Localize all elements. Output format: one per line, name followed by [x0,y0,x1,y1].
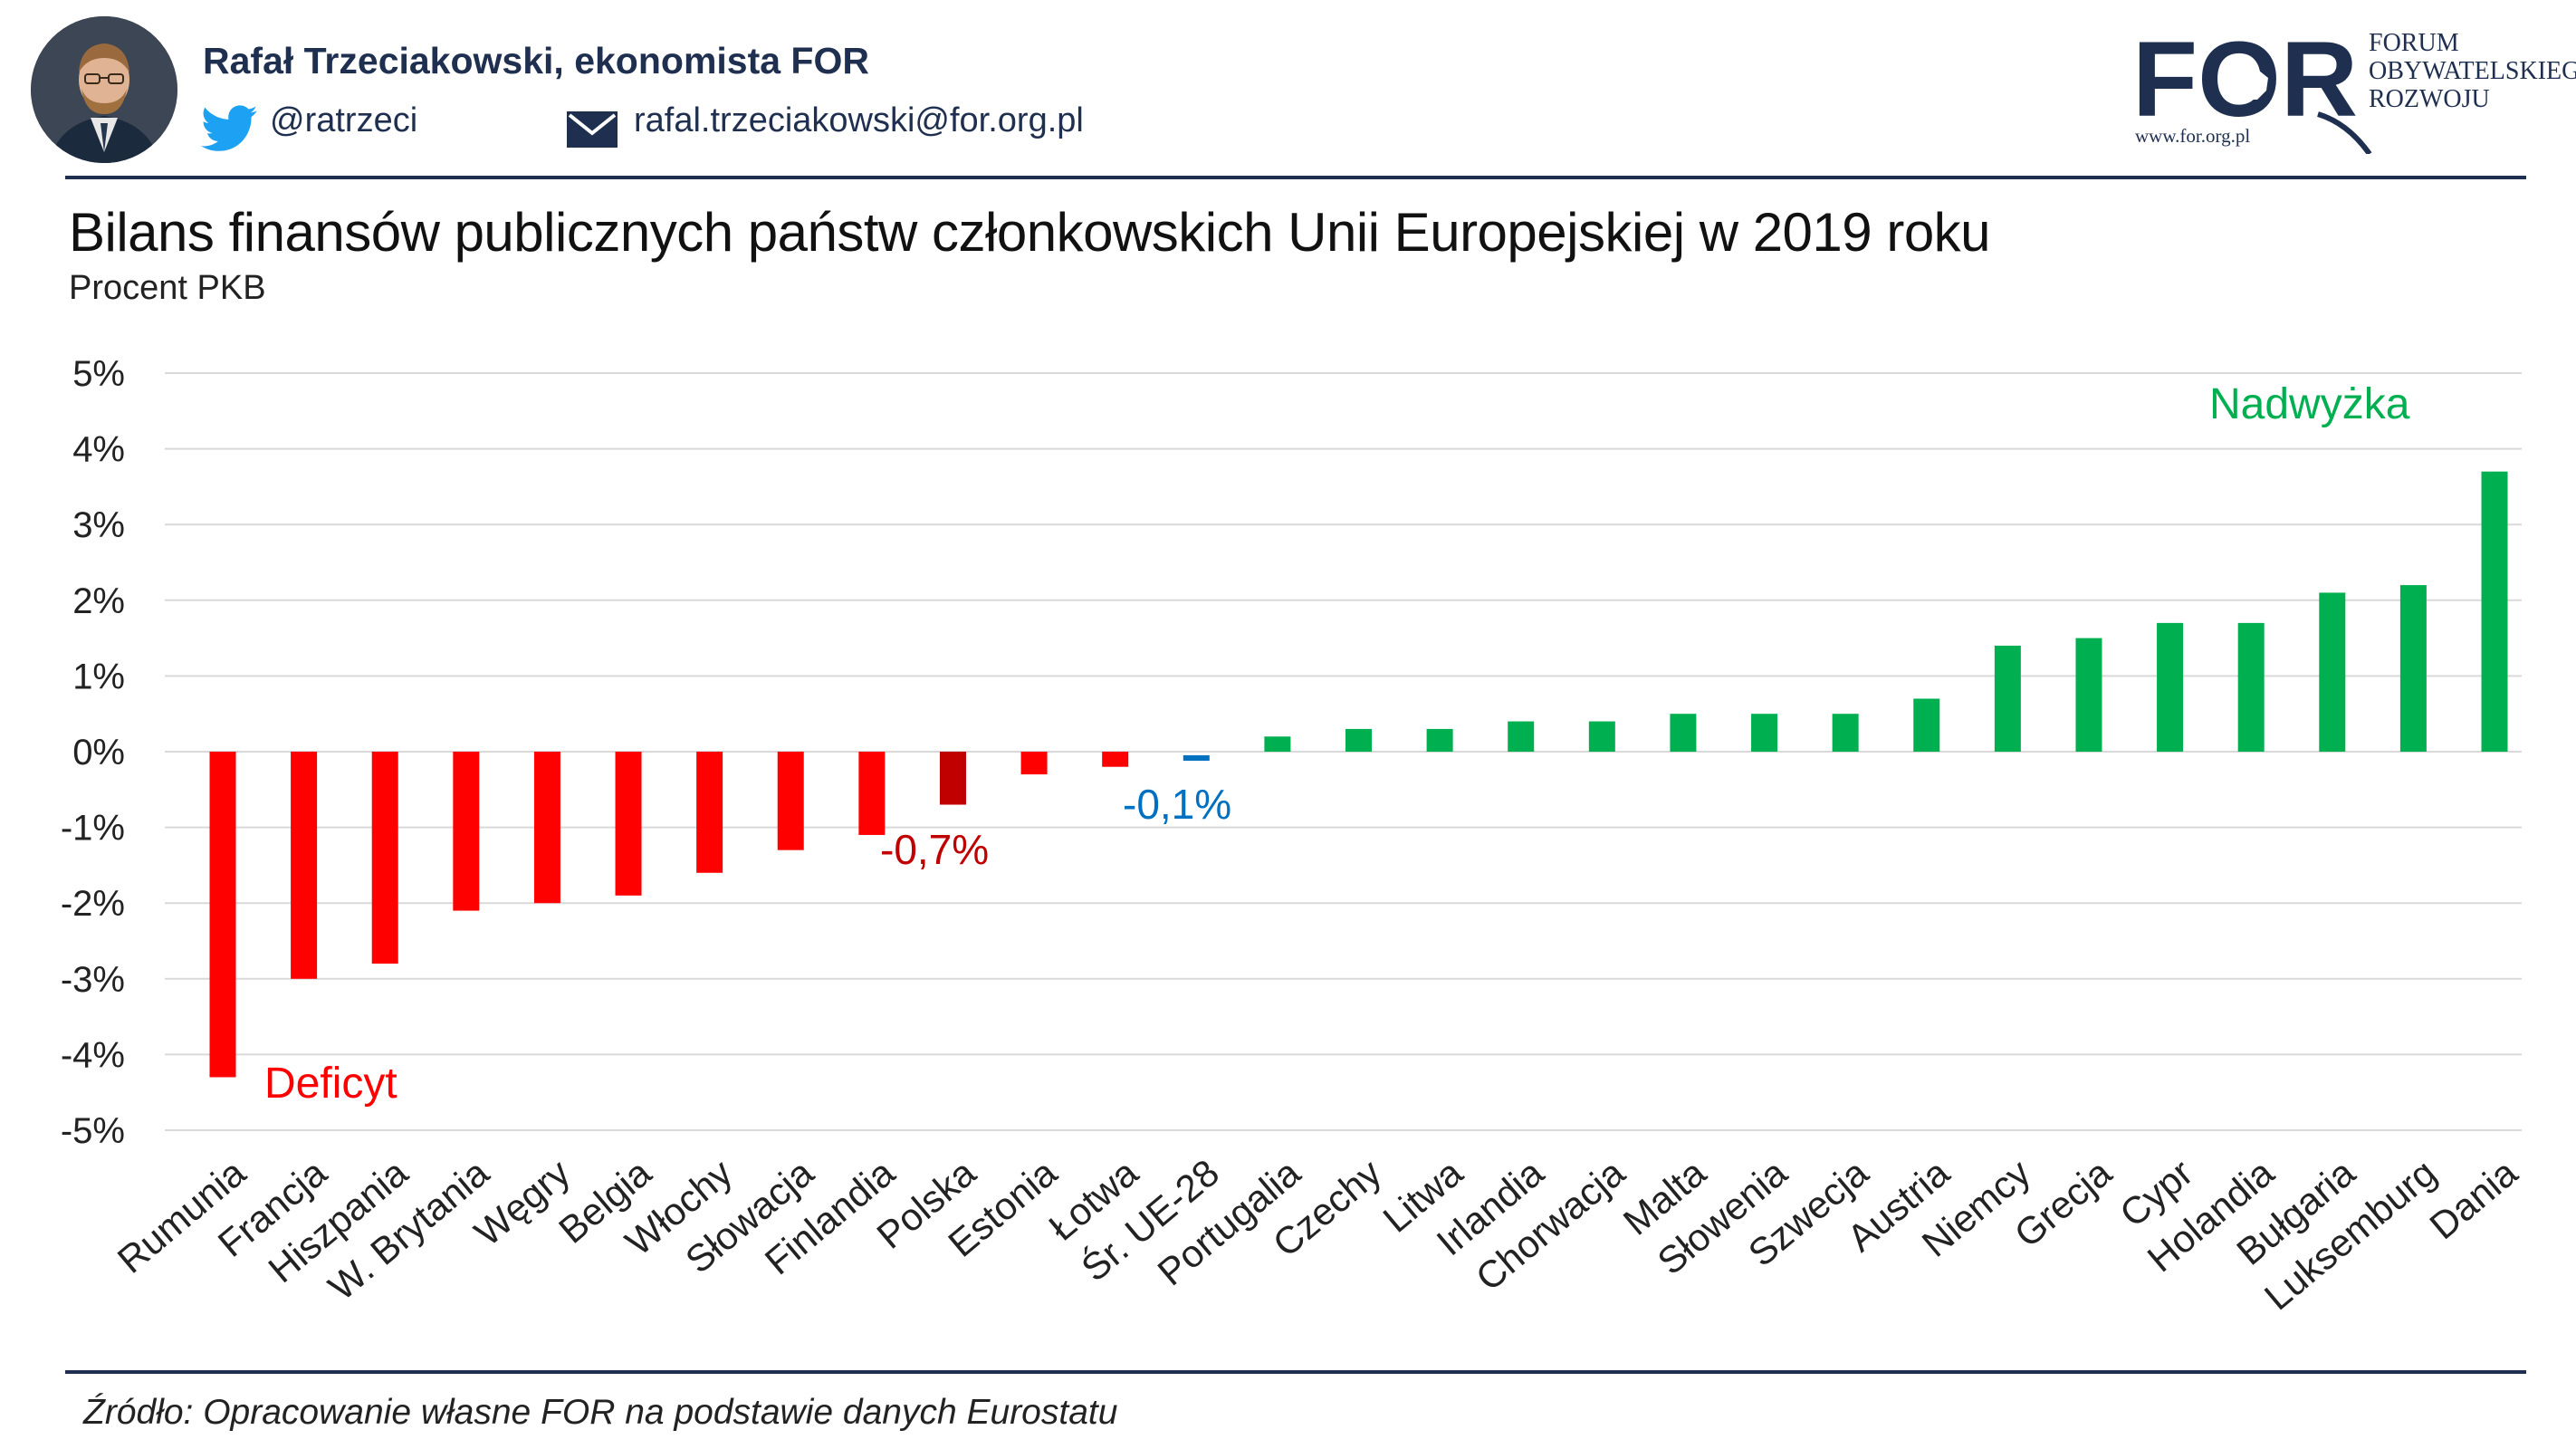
bar-Portugalia [1264,736,1291,752]
chart-subtitle: Procent PKB [69,269,266,307]
bar-Dania [2481,471,2508,752]
author-avatar [31,16,177,163]
header-divider [65,176,2526,179]
annotation: Nadwyżka [2209,380,2410,428]
annotation: -0,7% [880,826,989,873]
bar-Węgry [533,752,560,904]
bar-Grecja [2075,638,2102,752]
twitter-bird-icon [201,105,257,151]
bar-Śr. UE-28 [1183,755,1210,761]
bar-Estonia [1020,752,1048,775]
bar-Luksemburg [2399,585,2427,752]
logo-line-2: OBYWATELSKIEGO [2369,57,2576,85]
y-tick-label: 4% [72,430,125,470]
bar-chart: 5%4%3%2%1%0%-1%-2%-3%-4%-5% RumuniaFranc… [61,354,2526,1318]
bar-Holandia [2237,622,2265,752]
bar-Cypr [2157,622,2184,752]
bar-Litwa [1426,728,1453,752]
twitter-handle[interactable]: @ratrzeci [270,101,418,139]
footer-divider [65,1370,2526,1374]
envelope-icon [567,111,618,148]
annotation: Deficyt [264,1060,397,1108]
x-tick-label: Węgry [466,1151,578,1254]
bar-Finlandia [858,752,886,835]
author-name: Rafał Trzeciakowski, ekonomista FOR [203,40,869,82]
x-tick-label: Dania [2422,1150,2526,1247]
bar-Polska [939,752,966,805]
bar-Łotwa [1102,752,1129,767]
chart-title: Bilans finansów publicznych państw człon… [69,202,1991,263]
bar-Belgia [615,752,642,896]
bar-Szwecja [1832,714,1859,752]
bar-Bułgaria [2319,592,2346,752]
logo-url[interactable]: www.for.org.pl [2135,125,2251,147]
bar-Słowenia [1751,714,1778,752]
y-tick-label: 5% [72,354,125,394]
email-address[interactable]: rafal.trzeciakowski@for.org.pl [634,101,1084,139]
bar-Włochy [696,752,723,873]
source-note: Źródło: Opracowanie własne FOR na podsta… [83,1393,1118,1432]
bar-Francja [291,752,318,979]
y-tick-label: 3% [72,505,125,545]
y-tick-label: 2% [72,581,125,621]
bar-Rumunia [209,752,236,1078]
bar-Malta [1670,714,1697,752]
y-tick-label: -1% [61,809,125,849]
bar-Irlandia [1508,721,1535,752]
bar-Słowacja [777,752,804,850]
bar-Austria [1913,698,1940,752]
y-tick-label: 1% [72,657,125,696]
bar-Czechy [1345,728,1372,752]
bar-Hiszpania [371,752,398,964]
logo-line-1: FORUM [2369,29,2459,57]
for-logo: FOR [2132,27,2372,154]
bar-Niemcy [1994,645,2021,752]
bar-Chorwacja [1588,721,1615,752]
y-tick-label: -5% [61,1111,125,1151]
y-tick-label: -4% [61,1035,125,1075]
logo-line-3: ROZWOJU [2369,85,2490,113]
bar-W. Brytania [453,752,480,911]
y-tick-label: -3% [61,960,125,1000]
annotation: -0,1% [1123,781,1231,828]
y-tick-label: -2% [61,884,125,924]
y-tick-label: 0% [72,733,125,772]
